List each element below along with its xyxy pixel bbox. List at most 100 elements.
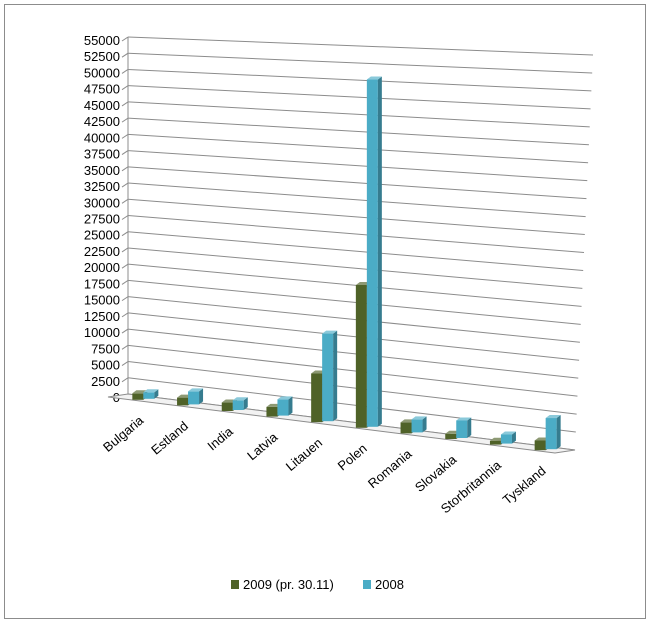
bar-romania-series-1	[411, 416, 427, 433]
gridline-tick	[121, 296, 129, 302]
y-tick-label: 5000	[91, 358, 120, 373]
gridline	[127, 377, 576, 433]
gridline-tick	[121, 361, 129, 366]
gridline-tick	[121, 36, 129, 42]
legend-swatch	[231, 580, 239, 589]
x-category-label: Slovakia	[412, 451, 460, 495]
gridline-tick	[121, 344, 129, 350]
y-tick-label: 20000	[84, 260, 120, 275]
y-tick-label: 45000	[84, 98, 120, 113]
gridline	[127, 312, 580, 361]
bar-front	[277, 399, 289, 416]
y-tick-label: 55000	[84, 33, 120, 48]
legend: 2009 (pr. 30.11) 2008	[231, 577, 404, 592]
gridline-tick	[121, 52, 129, 58]
y-tick-label: 52500	[84, 49, 120, 64]
bar-side	[422, 416, 427, 433]
bar-front	[545, 418, 557, 450]
x-category-label: Bulgaria	[100, 412, 147, 455]
bar-tyskland-series-1	[545, 415, 561, 450]
y-tick-label: 25000	[84, 228, 120, 243]
gridline	[127, 247, 583, 289]
bar-bulgaria-series-1	[143, 389, 159, 399]
gridline	[127, 279, 581, 325]
bar-front	[411, 419, 423, 433]
gridline-tick	[121, 215, 129, 220]
bar-side	[333, 330, 338, 422]
gridline-tick	[121, 328, 129, 334]
y-tick-label: 30000	[84, 195, 120, 210]
bar-storbritannia-series-1	[500, 431, 516, 444]
bar-front	[400, 422, 412, 434]
bars	[132, 76, 561, 451]
bar-front	[177, 397, 189, 406]
gridline-tick	[121, 198, 129, 204]
gridline-tick	[121, 377, 129, 383]
legend-label: 2009 (pr. 30.11)	[243, 577, 334, 592]
gridline	[127, 182, 586, 218]
y-tick-label: 32500	[84, 179, 120, 194]
gridline-tick	[121, 150, 129, 156]
y-tick-label: 50000	[84, 65, 120, 80]
gridline	[127, 150, 588, 182]
bar-front	[232, 400, 244, 410]
y-tick-label: 42500	[84, 114, 120, 129]
legend-item-series-0: 2009 (pr. 30.11)	[231, 577, 334, 592]
y-tick-label: 35000	[84, 163, 120, 178]
bar-front	[489, 440, 501, 445]
bar-top	[277, 396, 293, 400]
gridline-tick	[121, 117, 129, 123]
gridline	[127, 328, 579, 379]
gridline-tick	[121, 182, 129, 188]
bar-front	[132, 393, 144, 400]
bar-front	[456, 420, 468, 438]
bar-front	[266, 406, 278, 417]
gridline	[127, 166, 587, 200]
bar-top	[456, 417, 472, 421]
bar-front	[534, 440, 546, 451]
bar-top	[500, 431, 516, 435]
y-tick-label: 17500	[84, 276, 120, 291]
bar-front	[355, 285, 367, 428]
gridline	[127, 361, 577, 415]
bar-side	[288, 396, 293, 416]
bar-front	[143, 392, 155, 399]
bar-latvia-series-1	[277, 396, 293, 416]
gridline	[127, 117, 589, 146]
legend-item-series-1: 2008	[363, 577, 404, 592]
bar-front	[500, 434, 512, 444]
gridline	[127, 263, 582, 307]
y-tick-label: 7500	[91, 341, 120, 356]
gridline-tick	[121, 231, 129, 237]
y-tick-label: 37500	[84, 147, 120, 162]
bar-side	[243, 397, 248, 410]
bar-top	[411, 416, 427, 420]
x-category-label: Polen	[335, 441, 370, 474]
gridline-tick	[121, 279, 129, 285]
bar-side	[199, 388, 204, 405]
bar-estland-series-1	[188, 388, 204, 405]
bar-front	[322, 333, 334, 422]
gridline	[127, 68, 592, 92]
bar-polen-series-1	[366, 76, 382, 427]
gridline-tick	[121, 247, 129, 253]
bar-top	[545, 415, 561, 419]
bar-top	[366, 76, 382, 80]
bar-top	[322, 330, 338, 334]
bar-side	[467, 417, 472, 438]
x-category-label: Latvia	[244, 429, 281, 463]
y-tick-label: 27500	[84, 212, 120, 227]
gridline-tick	[121, 312, 129, 318]
gridline	[127, 344, 578, 397]
bar-side	[556, 415, 561, 450]
bar-front	[188, 391, 200, 405]
x-category-label: Estland	[148, 418, 191, 457]
x-axis-category-labels: Bulgaria Estland India Latvia Litauen PolenRo…	[100, 412, 548, 516]
bar-india-series-1	[232, 397, 248, 410]
bar-top	[188, 388, 204, 392]
y-tick-label: 15000	[84, 293, 120, 308]
x-category-label: India	[204, 423, 236, 453]
gridline-tick	[121, 263, 129, 269]
y-axis-tick-labels: 0250050007500100001250015000175002000022…	[84, 33, 120, 405]
bar-top	[143, 389, 159, 393]
